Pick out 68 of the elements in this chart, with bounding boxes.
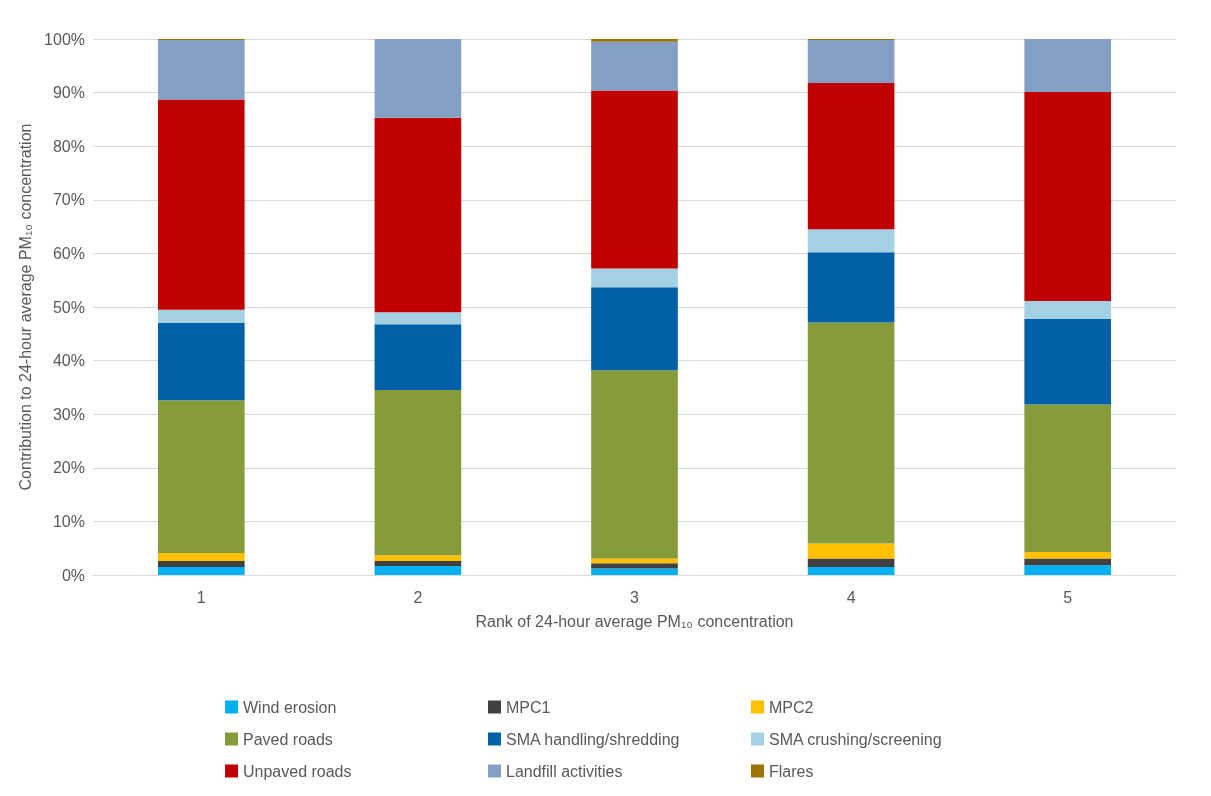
legend-label: MPC1 (506, 698, 551, 716)
x-tick-label: 2 (413, 588, 423, 606)
bar (157, 309, 245, 324)
bar (157, 323, 245, 401)
bar (157, 561, 245, 567)
bar (1024, 565, 1112, 575)
x-tick-label: 1 (196, 588, 206, 606)
y-tick-label: 10% (52, 512, 85, 530)
legend-label: Flares (769, 762, 814, 780)
legend-label: Landfill activities (506, 762, 623, 780)
bar (591, 558, 678, 564)
x-axis-title: Rank of 24-hour average PM₁₀ concentration (475, 612, 794, 630)
bar (591, 563, 678, 569)
y-tick-label: 40% (52, 352, 85, 370)
bar (1024, 39, 1112, 93)
bar (374, 312, 462, 325)
y-tick-label: 90% (52, 84, 85, 102)
y-tick-label: 70% (52, 191, 85, 209)
x-tick-label: 3 (630, 588, 640, 606)
bar (374, 390, 462, 556)
bar (807, 558, 895, 567)
bar (374, 561, 462, 566)
x-tick-label: 5 (1063, 588, 1073, 606)
legend-label: SMA handling/shredding (506, 730, 680, 748)
bar (1024, 301, 1112, 319)
bar (807, 566, 895, 575)
bar (807, 229, 895, 253)
bar (374, 39, 462, 118)
y-tick-label: 80% (52, 137, 85, 155)
bar (157, 553, 245, 562)
bar (374, 117, 462, 313)
bar (1024, 404, 1112, 552)
bar (374, 565, 462, 575)
legend-label: Unpaved roads (243, 762, 352, 780)
bar (591, 287, 678, 371)
bar (157, 99, 245, 310)
y-tick-label: 30% (52, 405, 85, 423)
bar (807, 322, 895, 544)
legend-label: SMA crushing/screening (769, 730, 942, 748)
y-tick-label: 20% (52, 459, 85, 477)
bar (807, 252, 895, 323)
bar (1024, 318, 1112, 405)
bar (1024, 558, 1112, 566)
y-axis-title: Contribution to 24-hour average PM₁₀ concentration (16, 123, 34, 491)
bar (157, 566, 245, 575)
bar (807, 82, 895, 230)
bar (591, 39, 678, 42)
bar (591, 568, 678, 575)
bar (807, 40, 895, 83)
legend-label: MPC2 (769, 698, 814, 716)
legend-label: Paved roads (243, 730, 333, 748)
y-tick-label: 0% (61, 566, 85, 584)
bar (1024, 92, 1112, 302)
bar (374, 555, 462, 562)
bar (374, 324, 462, 391)
bar (591, 268, 678, 288)
bar (591, 90, 678, 269)
y-tick-label: 100% (44, 30, 85, 48)
y-tick-label: 50% (52, 298, 85, 316)
legend-label: Wind erosion (243, 698, 337, 716)
bar (591, 370, 678, 559)
y-tick-label: 60% (52, 244, 85, 262)
bar (157, 40, 245, 100)
bar (1024, 551, 1112, 559)
bar (591, 41, 678, 91)
x-tick-label: 4 (846, 588, 856, 606)
bar (157, 400, 245, 554)
bar (807, 543, 895, 559)
